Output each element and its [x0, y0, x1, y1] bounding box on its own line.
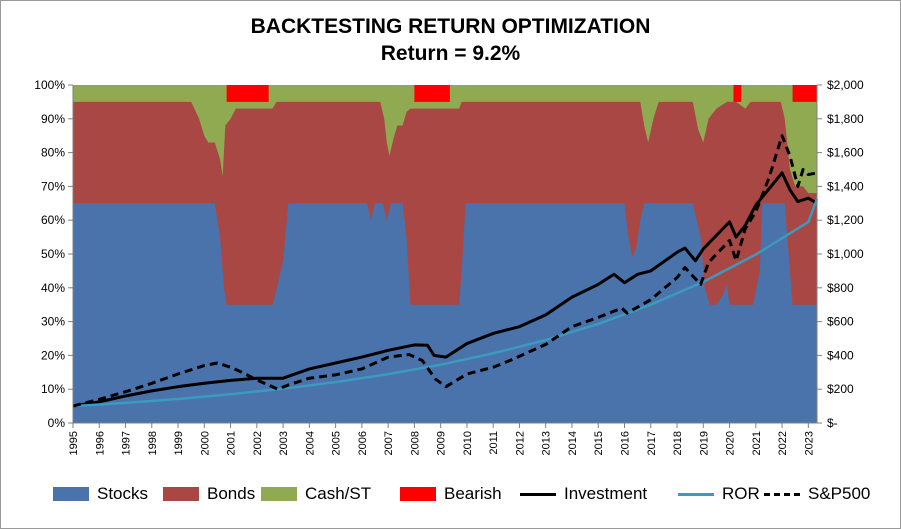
x-tick-label: 2004 — [304, 431, 316, 455]
right-tick-label: $400 — [827, 348, 854, 362]
legend-item-ror: ROR — [678, 479, 760, 509]
x-tick-label: 2001 — [226, 431, 238, 455]
left-tick-label: 10% — [41, 382, 65, 396]
left-tick-label: 40% — [41, 281, 65, 295]
x-tick-label: 2019 — [698, 431, 710, 455]
legend-label: Investment — [564, 484, 648, 503]
x-tick-label: 1995 — [68, 431, 80, 455]
left-tick-label: 0% — [48, 416, 66, 430]
legend-label: Bonds — [207, 484, 256, 503]
right-tick-label: $1,600 — [827, 146, 864, 160]
legend-item-stocks: Stocks — [53, 479, 148, 509]
x-tick-label: 1999 — [173, 431, 185, 455]
chart-subtitle: Return = 9.2% — [380, 42, 521, 65]
x-tick-label: 2018 — [672, 431, 684, 455]
right-tick-label: $800 — [827, 281, 854, 295]
x-tick-label: 2010 — [462, 431, 474, 455]
left-tick-label: 70% — [41, 179, 65, 193]
left-tick-label: 30% — [41, 315, 65, 329]
legend-swatch — [163, 487, 199, 501]
left-tick-label: 80% — [41, 146, 65, 160]
x-tick-label: 2002 — [252, 431, 264, 455]
left-tick-label: 60% — [41, 213, 65, 227]
x-tick-label: 2012 — [514, 431, 526, 455]
legend-label: Stocks — [97, 484, 149, 503]
right-tick-label: $200 — [827, 382, 854, 396]
legend-swatch — [400, 487, 436, 501]
chart-title: BACKTESTING RETURN OPTIMIZATION Return =… — [1, 13, 900, 67]
bearish-marker-4 — [792, 85, 817, 102]
legend-swatch — [678, 492, 714, 496]
x-tick-label: 2020 — [725, 431, 737, 455]
legend-item-cash-st: Cash/ST — [261, 479, 371, 509]
x-tick-label: 2023 — [803, 431, 815, 455]
chart-title-main: BACKTESTING RETURN OPTIMIZATION — [250, 15, 651, 38]
x-tick-label: 2007 — [383, 431, 395, 455]
legend-label: ROR — [722, 484, 760, 503]
left-tick-label: 90% — [41, 112, 65, 126]
x-tick-label: 2014 — [567, 431, 579, 455]
legend-item-bearish: Bearish — [400, 479, 502, 509]
legend-label: S&P500 — [808, 484, 871, 503]
x-tick-label: 2021 — [751, 431, 763, 455]
x-tick-label: 1996 — [94, 431, 106, 455]
x-tick-label: 1997 — [121, 431, 133, 455]
right-tick-label: $- — [827, 416, 838, 430]
legend-swatch — [520, 492, 556, 496]
x-tick-label: 2008 — [409, 431, 421, 455]
x-tick-label: 2000 — [199, 431, 211, 455]
x-tick-label: 2016 — [620, 431, 632, 455]
legend-item-s-p500: S&P500 — [764, 479, 870, 509]
line-investment — [72, 171, 818, 408]
x-tick-label: 2011 — [488, 431, 500, 455]
x-tick-label: 2017 — [646, 431, 658, 455]
x-tick-label: 2003 — [278, 431, 290, 455]
right-tick-label: $1,400 — [827, 179, 864, 193]
right-tick-label: $1,200 — [827, 213, 864, 227]
legend-label: Cash/ST — [305, 484, 372, 503]
legend-swatch — [764, 492, 800, 496]
legend-item-investment: Investment — [520, 479, 647, 509]
right-tick-label: $1,000 — [827, 247, 864, 261]
right-tick-label: $600 — [827, 315, 854, 329]
x-tick-label: 2015 — [593, 431, 605, 455]
legend-item-bonds: Bonds — [163, 479, 255, 509]
right-tick-label: $1,800 — [827, 112, 864, 126]
legend-swatch — [53, 487, 89, 501]
x-tick-label: 2009 — [436, 431, 448, 455]
left-tick-label: 20% — [41, 348, 65, 362]
x-tick-label: 1998 — [147, 431, 159, 455]
chart-legend: Stocks Bonds Cash/ST Bearish Investment ROR S&… — [1, 479, 900, 509]
legend-label: Bearish — [444, 484, 502, 503]
legend-swatch — [261, 487, 297, 501]
area-stocks — [73, 203, 817, 423]
x-tick-label: 2005 — [331, 431, 343, 455]
x-tick-label: 2013 — [541, 431, 553, 455]
bearish-marker-1 — [226, 85, 269, 102]
left-tick-label: 100% — [34, 78, 65, 92]
bearish-marker-3 — [733, 85, 742, 102]
right-tick-label: $2,000 — [827, 78, 864, 92]
line-s-p500 — [72, 134, 818, 408]
left-tick-label: 50% — [41, 247, 65, 261]
bearish-marker-2 — [414, 85, 450, 102]
x-tick-label: 2006 — [357, 431, 369, 455]
line-ror — [72, 198, 819, 408]
x-tick-label: 2022 — [777, 431, 789, 455]
